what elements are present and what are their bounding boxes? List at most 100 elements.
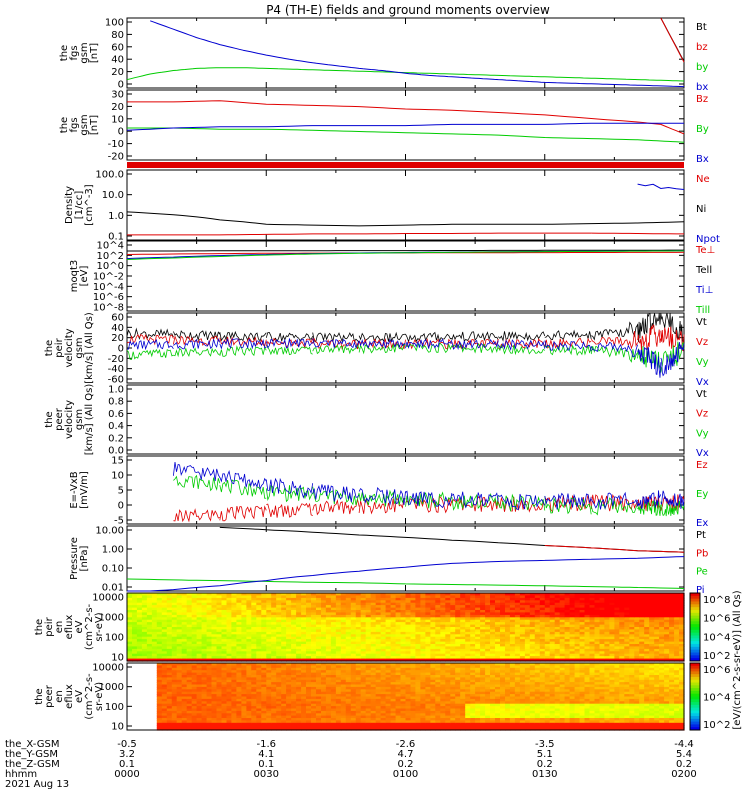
spectrogram-cell xyxy=(201,629,208,633)
spectrogram-cell xyxy=(360,708,367,712)
spectrogram-cell xyxy=(529,619,536,623)
spectrogram-cell xyxy=(534,646,541,650)
spectrogram-cell xyxy=(435,648,441,652)
spectrogram-cell xyxy=(316,656,322,660)
spectrogram-cell xyxy=(669,607,675,611)
spectrogram-cell xyxy=(291,636,297,640)
spectrogram-cell xyxy=(216,698,223,702)
spectrogram-cell xyxy=(490,593,496,596)
spectrogram-cell xyxy=(132,614,138,618)
spectrogram-cell xyxy=(410,624,417,628)
spectrogram-cell xyxy=(266,646,272,650)
spectrogram-cell xyxy=(380,684,387,688)
spectrogram-cell xyxy=(127,641,133,645)
spectrogram-cell xyxy=(425,656,431,660)
spectrogram-cell xyxy=(316,696,322,700)
spectrogram-cell xyxy=(335,624,342,628)
spectrogram-cell xyxy=(231,646,237,650)
spectrogram-cell xyxy=(664,658,670,662)
spectrogram-cell xyxy=(350,605,357,609)
spectrogram-cell xyxy=(500,593,506,596)
spectrogram-cell xyxy=(350,727,357,731)
spectrogram-cell xyxy=(609,595,615,599)
spectrogram-cell xyxy=(370,607,377,611)
spectrogram-cell xyxy=(400,667,407,671)
spectrogram-cell xyxy=(629,597,635,601)
spectrogram-cell xyxy=(619,600,625,604)
spectrogram-cell xyxy=(311,634,317,638)
spectrogram-cell xyxy=(395,644,402,647)
spectrogram-cell xyxy=(360,727,367,731)
spectrogram-cell xyxy=(420,653,426,657)
spectrogram-cell xyxy=(246,612,252,616)
spectrogram-cell xyxy=(624,622,630,626)
spectrogram-cell xyxy=(211,605,218,609)
spectrogram-cell xyxy=(624,656,630,660)
spectrogram-cell xyxy=(296,715,302,719)
spectrogram-cell xyxy=(181,605,188,609)
spectrogram-cell xyxy=(524,605,531,609)
legend-bt: Bt xyxy=(696,22,707,33)
spectrogram-cell xyxy=(375,631,382,635)
spectrogram-cell xyxy=(569,636,576,640)
spectrogram-cell xyxy=(584,614,591,618)
spectrogram-cell xyxy=(261,710,267,714)
y-tick-label: 0 xyxy=(118,127,124,138)
spectrogram-cell xyxy=(325,718,332,721)
series-line-ni xyxy=(126,211,685,227)
spectrogram-cell xyxy=(415,622,421,626)
spectrogram-cell xyxy=(400,602,407,606)
spectrogram-cell xyxy=(425,641,431,645)
spectrogram-cell xyxy=(191,715,198,719)
spectrogram-cell xyxy=(335,593,342,596)
spectrogram-cell xyxy=(674,619,680,623)
spectrogram-cell xyxy=(400,614,407,618)
spectrogram-cell xyxy=(311,617,317,621)
spectrogram-cell xyxy=(500,639,506,643)
spectrogram-cell xyxy=(296,595,302,599)
spectrogram-cell xyxy=(350,720,357,724)
spectrogram-cell xyxy=(345,703,352,707)
spectrogram-cell xyxy=(355,653,362,657)
spectrogram-cell xyxy=(380,679,387,683)
spectrogram-cell xyxy=(674,612,680,616)
spectrogram-cell xyxy=(445,641,451,645)
y-axis-label: [km/s] (All Qs) xyxy=(84,312,95,384)
spectrogram-cell xyxy=(301,679,307,683)
spectrogram-cell xyxy=(490,653,496,657)
spectrogram-cell xyxy=(604,593,610,596)
spectrogram-cell xyxy=(211,725,218,729)
spectrogram-cell xyxy=(127,617,133,621)
spectrogram-cell xyxy=(256,614,262,618)
spectrogram-cell xyxy=(365,595,372,599)
spectrogram-cell xyxy=(629,622,635,626)
spectrogram-cell xyxy=(236,634,242,638)
spectrogram-cell xyxy=(266,672,272,676)
spectrogram-cell xyxy=(171,686,178,690)
spectrogram-cell xyxy=(156,686,163,690)
spectrogram-cell xyxy=(166,656,173,660)
spectrogram-cell xyxy=(649,627,655,630)
spectrogram-cell xyxy=(400,722,407,726)
spectrogram-cell xyxy=(375,703,382,707)
spectrogram-cell xyxy=(321,614,327,618)
series-line-ne xyxy=(127,232,684,236)
spectrogram-cell xyxy=(500,634,506,638)
spectrogram-cell xyxy=(420,610,426,613)
spectrogram-cell xyxy=(241,663,247,666)
spectrogram-cell xyxy=(221,646,228,650)
spectrogram-cell xyxy=(201,627,208,630)
spectrogram-cell xyxy=(624,629,630,633)
spectrogram-cell xyxy=(599,634,606,638)
spectrogram-cell xyxy=(375,610,382,613)
spectrogram-cell xyxy=(271,694,277,698)
spectrogram-cell xyxy=(281,718,287,721)
spectrogram-cell xyxy=(271,715,277,719)
spectrogram-cell xyxy=(554,656,561,660)
spectrogram-cell xyxy=(395,696,402,700)
spectrogram-cell xyxy=(196,639,203,643)
spectrogram-cell xyxy=(420,612,426,616)
spectrogram-cell xyxy=(226,597,233,601)
spectrogram-cell xyxy=(370,648,377,652)
spectrogram-cell xyxy=(505,622,511,626)
